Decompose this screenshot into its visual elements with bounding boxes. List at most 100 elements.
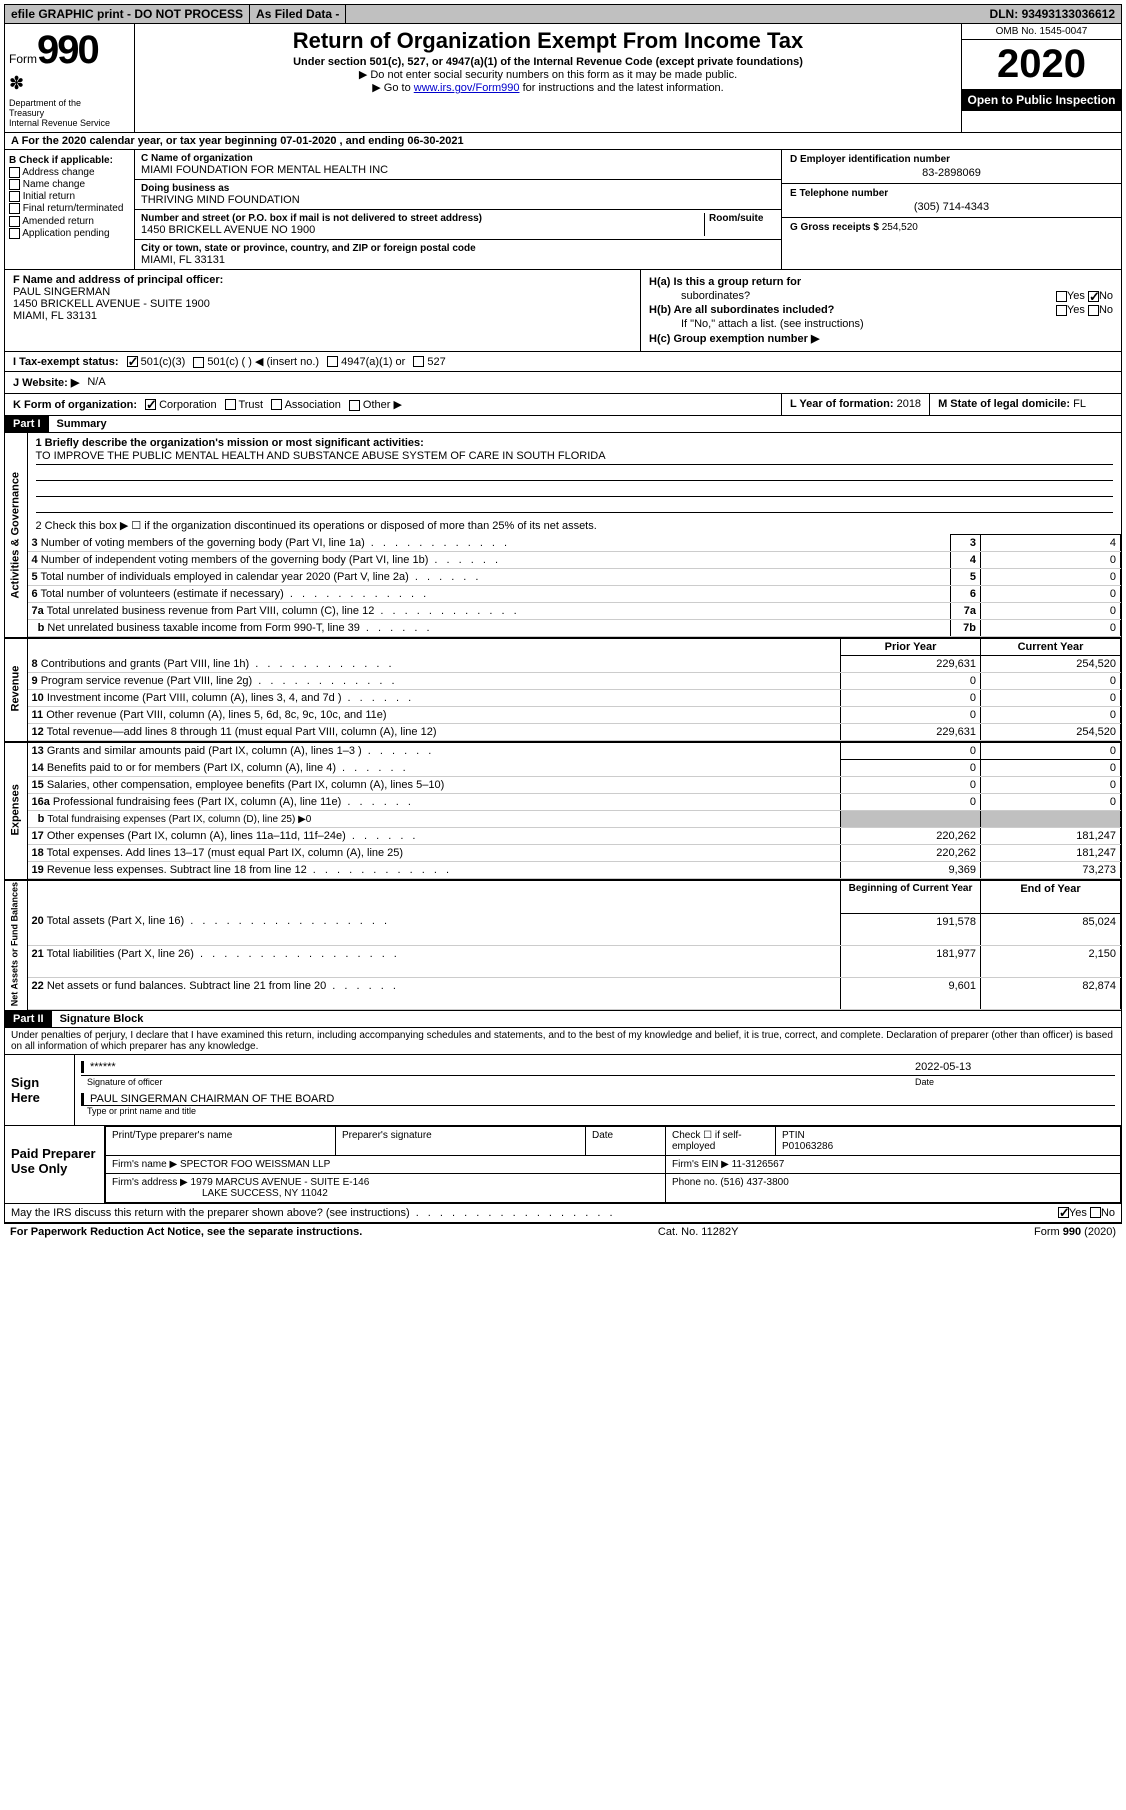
chk-initial[interactable]: Initial return [9, 191, 130, 202]
firm-name: SPECTOR FOO WEISSMAN LLP [180, 1159, 330, 1170]
ha-yes-no[interactable]: Yes No [1056, 290, 1113, 302]
prep-phone: (516) 437-3800 [720, 1177, 788, 1188]
boy-hdr: Beginning of Current Year [841, 880, 981, 913]
officer-name: PAUL SINGERMAN [13, 286, 632, 298]
state-domicile: FL [1073, 398, 1086, 410]
eoy-hdr: End of Year [981, 880, 1121, 913]
efile-topbar: efile GRAPHIC print - DO NOT PROCESS As … [4, 4, 1122, 24]
part-2: Part II Signature Block Under penalties … [4, 1011, 1122, 1223]
ein: 83-2898069 [790, 167, 1113, 179]
org-address: 1450 BRICKELL AVENUE NO 1900 [141, 224, 700, 236]
year-formation: 2018 [897, 398, 921, 410]
footer-left: For Paperwork Reduction Act Notice, see … [10, 1226, 362, 1238]
chk-527[interactable]: 527 [413, 356, 445, 368]
irs-link[interactable]: www.irs.gov/Form990 [414, 82, 520, 94]
side-net-assets: Net Assets or Fund Balances [5, 880, 27, 1009]
chk-other[interactable]: Other ▶ [349, 398, 402, 411]
chk-501c[interactable]: 501(c) ( ) ◀ (insert no.) [193, 355, 319, 368]
org-city: MIAMI, FL 33131 [141, 254, 775, 266]
sign-here-label: Sign Here [5, 1055, 75, 1125]
part2-title: Signature Block [52, 1011, 152, 1027]
firm-addr: 1979 MARCUS AVENUE - SUITE E-146 [191, 1177, 370, 1188]
val-7a: 0 [981, 603, 1121, 620]
side-revenue: Revenue [5, 638, 27, 741]
discuss-yes-no[interactable]: Yes No [1058, 1207, 1115, 1219]
col-b-checkboxes: B Check if applicable: Address change Na… [5, 150, 135, 269]
footer-mid: Cat. No. 11282Y [658, 1226, 739, 1238]
form-id-box: Form 990 ✽ Department of theTreasuryInte… [5, 24, 135, 132]
val-5: 0 [981, 569, 1121, 586]
val-4: 0 [981, 552, 1121, 569]
ein-label: D Employer identification number [790, 154, 1113, 165]
ptin: P01063286 [782, 1141, 833, 1152]
chk-4947[interactable]: 4947(a)(1) or [327, 356, 405, 368]
prep-sig-label: Preparer's signature [336, 1126, 586, 1155]
officer-addr: 1450 BRICKELL AVENUE - SUITE 1900 [13, 298, 632, 310]
chk-501c3[interactable]: 501(c)(3) [127, 356, 186, 368]
phone: (305) 714-4343 [790, 201, 1113, 213]
phone-label: E Telephone number [790, 188, 1113, 199]
officer-printed: PAUL SINGERMAN CHAIRMAN OF THE BOARD [90, 1093, 1115, 1105]
row-a-tax-year: A For the 2020 calendar year, or tax yea… [4, 133, 1122, 150]
chk-assoc[interactable]: Association [271, 399, 341, 411]
val-6: 0 [981, 586, 1121, 603]
gross-receipts: 254,520 [882, 222, 918, 233]
part1-title: Summary [49, 416, 115, 432]
chk-trust[interactable]: Trust [225, 399, 264, 411]
paid-preparer-block: Paid Preparer Use Only Print/Type prepar… [4, 1126, 1122, 1204]
part1-hdr: Part I [5, 416, 49, 432]
omb-number: OMB No. 1545-0047 [962, 24, 1121, 40]
dln: DLN: 93493133036612 [984, 5, 1121, 23]
arrow-note-2: ▶ Go to www.irs.gov/Form990 for instruct… [139, 81, 957, 94]
asfiled-label: As Filed Data - [250, 5, 346, 23]
page-footer: For Paperwork Reduction Act Notice, see … [4, 1223, 1122, 1240]
chk-address[interactable]: Address change [9, 167, 130, 178]
part-1: Part I Summary Activities & Governance 1… [4, 416, 1122, 1011]
title-box: Return of Organization Exempt From Incom… [135, 24, 961, 132]
col-c: C Name of organization MIAMI FOUNDATION … [135, 150, 781, 269]
tax-status-row: I Tax-exempt status: 501(c)(3) 501(c) ( … [4, 352, 1122, 372]
c-name-label: C Name of organization [141, 153, 775, 164]
k-row: K Form of organization: Corporation Trus… [4, 394, 1122, 416]
chk-pending[interactable]: Application pending [9, 228, 130, 239]
chk-name[interactable]: Name change [9, 179, 130, 190]
website-val: N/A [87, 376, 105, 389]
part2-hdr: Part II [5, 1011, 52, 1027]
col-d: D Employer identification number 83-2898… [781, 150, 1121, 269]
year-box: OMB No. 1545-0047 2020 Open to Public In… [961, 24, 1121, 132]
mission-text: TO IMPROVE THE PUBLIC MENTAL HEALTH AND … [36, 449, 1113, 465]
form-title: Return of Organization Exempt From Incom… [139, 28, 957, 54]
firm-ein: 11-3126567 [732, 1159, 785, 1170]
prior-year-hdr: Prior Year [841, 638, 981, 656]
val-7b: 0 [981, 620, 1121, 637]
sig-stars: ****** [90, 1061, 915, 1073]
fh-row: F Name and address of principal officer:… [4, 270, 1122, 352]
self-employed[interactable]: Check ☐ if self-employed [666, 1126, 776, 1155]
tax-year: 2020 [962, 40, 1121, 89]
form-subtitle: Under section 501(c), 527, or 4947(a)(1)… [139, 56, 957, 68]
org-name: MIAMI FOUNDATION FOR MENTAL HEALTH INC [141, 164, 775, 176]
form-990-page: efile GRAPHIC print - DO NOT PROCESS As … [0, 0, 1126, 1244]
hb-yes-no[interactable]: Yes No [1056, 304, 1113, 316]
entity-block: B Check if applicable: Address change Na… [4, 150, 1122, 270]
perjury-text: Under penalties of perjury, I declare th… [4, 1028, 1122, 1055]
firm-addr2: LAKE SUCCESS, NY 11042 [202, 1188, 328, 1199]
prep-name-label: Print/Type preparer's name [106, 1126, 336, 1155]
chk-amended[interactable]: Amended return [9, 216, 130, 227]
officer-city: MIAMI, FL 33131 [13, 310, 632, 322]
addr-label: Number and street (or P.O. box if mail i… [141, 213, 700, 224]
city-label: City or town, state or province, country… [141, 243, 775, 254]
dba-name: THRIVING MIND FOUNDATION [141, 194, 775, 206]
form-number: 990 [37, 28, 98, 73]
chk-final[interactable]: Final return/terminated [9, 203, 130, 214]
gross-label: G Gross receipts $ [790, 222, 879, 233]
footer-right: Form 990 (2020) [1034, 1226, 1116, 1238]
website-row: J Website: ▶ N/A [4, 372, 1122, 394]
dba-label: Doing business as [141, 183, 775, 194]
discuss-row: May the IRS discuss this return with the… [4, 1204, 1122, 1223]
side-expenses: Expenses [5, 742, 27, 879]
chk-corp[interactable]: Corporation [145, 399, 217, 411]
dept-label: Department of theTreasuryInternal Revenu… [9, 98, 130, 128]
open-inspection: Open to Public Inspection [962, 89, 1121, 111]
f-officer: F Name and address of principal officer:… [5, 270, 641, 351]
